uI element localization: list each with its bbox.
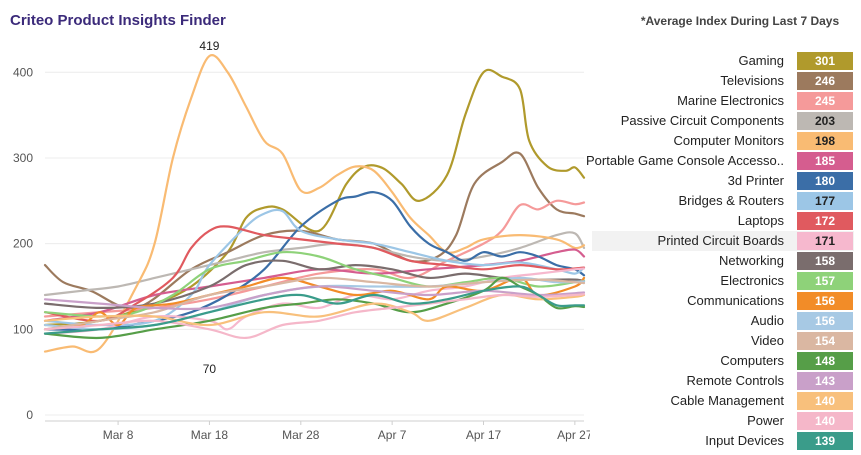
legend-item-computer-monitors[interactable]: Computer Monitors 198 xyxy=(592,131,854,151)
x-tick-label: Apr 27 xyxy=(557,428,590,442)
legend-item-networking[interactable]: Networking 158 xyxy=(592,251,854,271)
legend-item-value: 198 xyxy=(797,132,853,150)
legend-item-label: Communications xyxy=(687,293,784,308)
legend-item-label: Passive Circuit Components xyxy=(620,113,784,128)
legend-item-label: Remote Controls xyxy=(686,373,784,388)
legend-item-televisions[interactable]: Televisions 246 xyxy=(592,71,854,91)
y-tick-label: 100 xyxy=(13,322,33,336)
legend-item-value: 246 xyxy=(797,72,853,90)
x-tick-label: Apr 7 xyxy=(378,428,407,442)
legend-item-value: 245 xyxy=(797,92,853,110)
legend-item-value: 156 xyxy=(797,312,853,330)
legend-item-audio[interactable]: Audio 156 xyxy=(592,311,854,331)
legend-item-value: 185 xyxy=(797,152,853,170)
series-line-laptops xyxy=(43,225,586,322)
legend-item-value: 177 xyxy=(797,192,853,210)
legend-item-printed-circuit-boards[interactable]: Printed Circuit Boards 171 xyxy=(592,231,854,251)
legend-item-cable-management[interactable]: Cable Management 140 xyxy=(592,391,854,411)
legend-item-label: 3d Printer xyxy=(727,173,784,188)
x-tick-label: Mar 18 xyxy=(191,428,229,442)
legend-item-value: 203 xyxy=(797,112,853,130)
annotation-label: 419 xyxy=(199,39,219,53)
legend-item-label: Bridges & Routers xyxy=(678,193,785,208)
legend-item-bridges-routers[interactable]: Bridges & Routers 177 xyxy=(592,191,854,211)
y-tick-label: 300 xyxy=(13,151,33,165)
legend-item-value: 156 xyxy=(797,292,853,310)
legend-item-communications[interactable]: Communications 156 xyxy=(592,291,854,311)
legend-item-power[interactable]: Power 140 xyxy=(592,411,854,431)
legend-item-value: 301 xyxy=(797,52,853,70)
legend-item-video[interactable]: Video 154 xyxy=(592,331,854,351)
series-line-input-devices xyxy=(43,285,586,335)
legend-item-value: 158 xyxy=(797,252,853,270)
legend-item-label: Portable Game Console Accesso.. xyxy=(586,153,784,168)
annotation-label: 70 xyxy=(203,362,217,376)
legend-item-computers[interactable]: Computers 148 xyxy=(592,351,854,371)
y-tick-label: 200 xyxy=(13,237,33,251)
legend-item-value: 154 xyxy=(797,332,853,350)
legend-item-label: Marine Electronics xyxy=(677,93,784,108)
legend-item-value: 171 xyxy=(797,232,853,250)
legend-item-value: 140 xyxy=(797,392,853,410)
legend-item-3d-printer[interactable]: 3d Printer 180 xyxy=(592,171,854,191)
legend-item-value: 139 xyxy=(797,432,853,450)
legend-item-label: Video xyxy=(750,333,784,348)
page-title: Criteo Product Insights Finder xyxy=(10,12,226,29)
legend-item-value: 143 xyxy=(797,372,853,390)
legend-item-passive-circuit-components[interactable]: Passive Circuit Components 203 xyxy=(592,111,854,131)
series-line-remote-controls xyxy=(43,285,586,311)
y-tick-label: 0 xyxy=(26,408,33,422)
line-chart: 0 100 200 300 400 Mar 8 Mar 18 Mar 28 Apr 7 Apr 1… xyxy=(13,39,590,442)
legend-item-label: Power xyxy=(747,413,784,428)
legend-item-laptops[interactable]: Laptops 172 xyxy=(592,211,854,231)
legend-item-value: 180 xyxy=(797,172,853,190)
series-line-3d-printer xyxy=(43,191,586,332)
legend-item-label: Computer Monitors xyxy=(673,133,784,148)
legend-item-portable-game-console-accesso[interactable]: Portable Game Console Accesso.. 185 xyxy=(586,151,854,171)
legend-item-value: 172 xyxy=(797,212,853,230)
legend-item-label: Networking xyxy=(718,253,784,268)
y-tick-label: 400 xyxy=(13,65,33,79)
legend-item-value: 157 xyxy=(797,272,853,290)
legend-title: *Average Index During Last 7 Days xyxy=(640,14,840,28)
x-tick-label: Apr 17 xyxy=(466,428,502,442)
legend-item-gaming[interactable]: Gaming 301 xyxy=(592,51,854,71)
legend-item-label: Gaming xyxy=(738,53,784,68)
legend-item-electronics[interactable]: Electronics 157 xyxy=(592,271,854,291)
series-line-computer-monitors xyxy=(43,54,586,354)
series-line-printed-circuit-boards xyxy=(43,267,586,335)
legend-item-marine-electronics[interactable]: Marine Electronics 245 xyxy=(592,91,854,111)
legend-item-label: Electronics xyxy=(720,273,784,288)
legend-item-value: 148 xyxy=(797,352,853,370)
series-line-gaming xyxy=(43,68,586,327)
legend-item-label: Cable Management xyxy=(670,393,784,408)
legend-item-remote-controls[interactable]: Remote Controls 143 xyxy=(592,371,854,391)
legend-item-label: Input Devices xyxy=(705,433,784,448)
legend: Gaming 301 Televisions 246 Marine Electronic… xyxy=(586,51,854,451)
legend-item-label: Printed Circuit Boards xyxy=(657,233,784,248)
legend-item-label: Televisions xyxy=(720,73,784,88)
legend-item-label: Laptops xyxy=(737,213,784,228)
x-tick-label: Mar 28 xyxy=(282,428,320,442)
legend-item-label: Audio xyxy=(750,313,784,328)
legend-item-input-devices[interactable]: Input Devices 139 xyxy=(592,431,854,451)
legend-item-label: Computers xyxy=(720,353,784,368)
legend-item-value: 140 xyxy=(797,412,853,430)
x-tick-label: Mar 8 xyxy=(103,428,134,442)
series-line-bridges-routers xyxy=(43,208,586,327)
